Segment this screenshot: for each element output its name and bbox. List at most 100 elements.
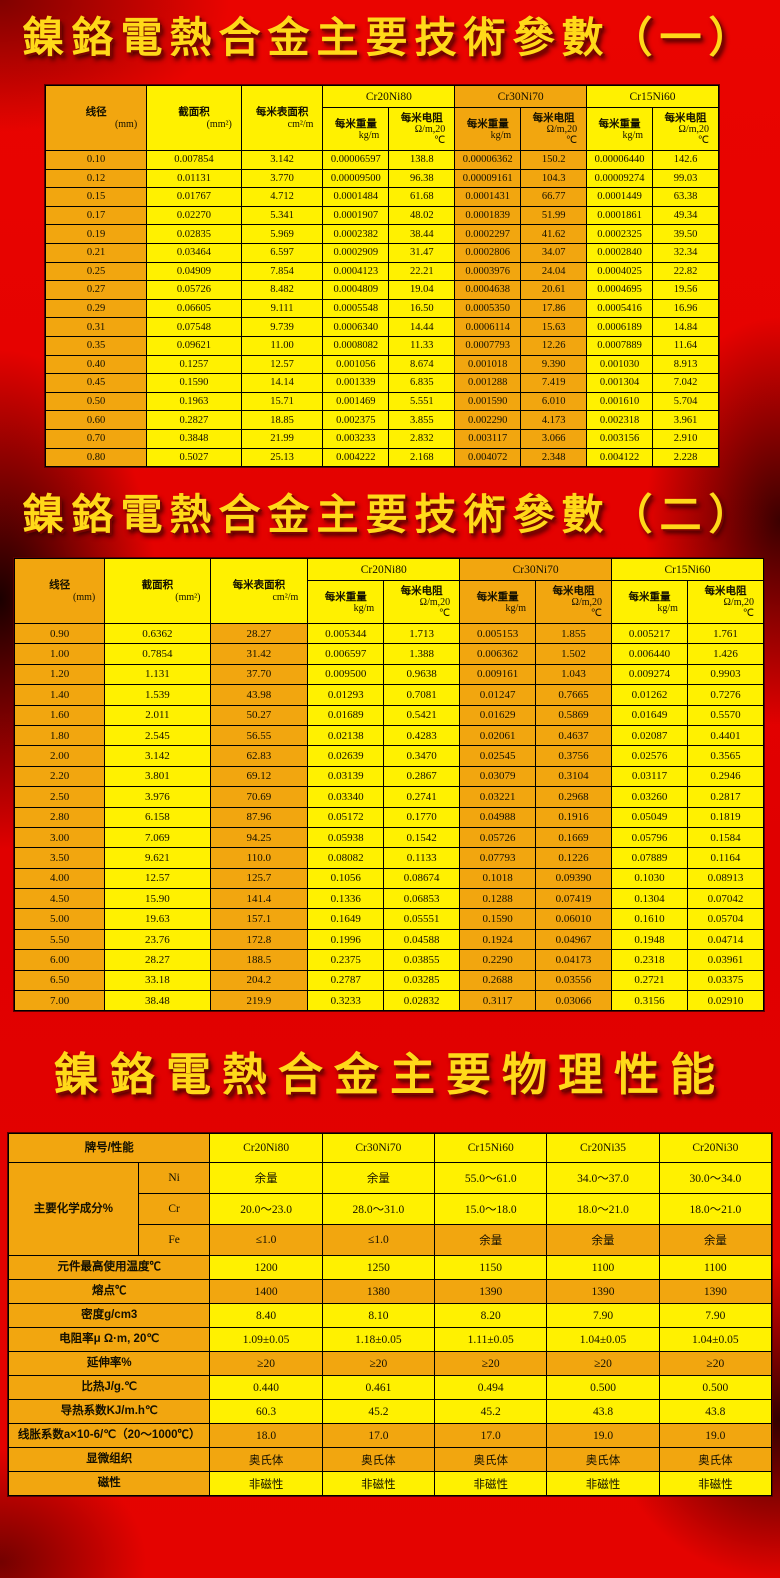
parameters-table-1-body: 0.10 0.007854 3.142 0.00006597 138.8 0.000063… (44, 150, 719, 468)
column-header-resistance-per-meter: 每米电阻 Ω/m,20 ℃ (535, 580, 613, 624)
table-row: 1.80 2.545 56.55 0.02138 0.4283 0.02061 0.4637… (13, 724, 765, 747)
table-cell: 0.7854 (104, 643, 211, 665)
table-cell: 138.8 (388, 150, 456, 170)
table-cell: 0.07793 (459, 847, 537, 869)
table-cell: 23.76 (104, 928, 211, 951)
table-row: 0.21 0.03464 6.597 0.0002909 31.47 0.0002806 3… (44, 242, 719, 263)
table-cell: 0.04588 (383, 928, 461, 951)
table-cell: 99.03 (652, 168, 719, 189)
table-cell: 0.15 (44, 187, 148, 207)
table-cell: 3.142 (104, 745, 211, 767)
table-cell: 9.390 (520, 354, 588, 375)
table-cell: 8.674 (388, 354, 456, 375)
table-cell: 0.461 (321, 1375, 436, 1400)
table-row: 0.50 0.1963 15.71 0.001469 5.551 0.001590 6.01… (44, 391, 719, 412)
table-cell: 3.961 (652, 410, 719, 430)
table-cell: 172.8 (209, 928, 309, 951)
table-cell: 1.20 (13, 663, 106, 686)
table-cell: 43.98 (209, 684, 309, 706)
table-cell: 0.00006597 (322, 150, 390, 170)
column-header-weight-per-meter: 每米重量 kg/m (611, 580, 688, 624)
table-cell: 0.03464 (146, 242, 242, 263)
table-cell: 7.90 (658, 1303, 773, 1328)
table-cell: ≥20 (434, 1351, 548, 1376)
table-cell: 8.10 (321, 1303, 436, 1328)
table-cell: 0.1963 (146, 391, 242, 412)
table-cell: 0.03221 (459, 786, 537, 808)
table-cell: 4.173 (520, 410, 588, 430)
table-cell: 0.19 (44, 224, 148, 244)
table-cell: 非磁性 (546, 1471, 660, 1496)
table-cell: 6.835 (388, 373, 456, 393)
table-cell: 39.50 (652, 224, 719, 244)
table-cell: 0.02835 (146, 224, 242, 244)
table-cell: 1.18±0.05 (321, 1327, 436, 1352)
table-cell: 31.47 (388, 242, 456, 263)
column-header-resistance-per-meter: 每米电阻 Ω/m,20 ℃ (520, 107, 588, 151)
table-cell: 0.005217 (611, 622, 688, 645)
table-cell: 0.2946 (686, 765, 765, 788)
table-cell: 0.1304 (611, 888, 688, 910)
table-cell: 0.009500 (307, 663, 385, 686)
table-row: 0.25 0.04909 7.854 0.0004123 22.21 0.0003976 2… (44, 261, 719, 282)
table-cell: 61.68 (388, 187, 456, 207)
table-row: 6.50 33.18 204.2 0.2787 0.03285 0.2688 0.03556… (13, 969, 765, 992)
table-cell: 0.40 (44, 354, 148, 375)
table-cell: 0.04909 (146, 261, 242, 282)
table-cell: 0.2968 (535, 786, 613, 808)
table-cell: 0.001018 (454, 354, 522, 375)
table-cell: 非磁性 (209, 1471, 323, 1496)
table-cell: 1.11±0.05 (434, 1327, 548, 1352)
property-label: 熔点℃ (7, 1279, 211, 1304)
parameters-table-2-header: 线径 (mm) 截面积 (mm²) 每米表面积 cm²/m Cr20Ni80 C… (13, 558, 765, 624)
table-cell: 0.06605 (146, 298, 242, 319)
table-cell: 0.1542 (383, 826, 461, 849)
table-cell: 1.426 (686, 643, 765, 665)
table-cell: 0.01689 (307, 704, 385, 726)
table-cell: 0.002375 (322, 410, 390, 430)
table-cell: 0.07889 (611, 847, 688, 869)
table-cell: 31.42 (209, 643, 309, 665)
alloy-group-Cr20Ni80: Cr20Ni80 (307, 558, 461, 581)
table-row: Cr 20.0～23.0 28.0～31.0 15.0～18.0 18.0～21.0 18… (9, 1193, 773, 1225)
table-cell: 0.3156 (611, 990, 688, 1012)
table-row: 比热J/g.℃ 0.440 0.461 0.494 0.500 0.500 (7, 1375, 773, 1400)
table-cell: 0.00006362 (454, 150, 522, 170)
column-header-resistance-per-meter: 每米电阻 Ω/m,20 ℃ (652, 107, 719, 151)
table-cell: 37.70 (209, 663, 309, 686)
table-cell: 125.7 (209, 867, 309, 890)
table-cell: 0.0001449 (586, 187, 654, 207)
table-cell: 0.2867 (383, 765, 461, 788)
table-cell: 0.5570 (686, 704, 765, 726)
table-row: 1.40 1.539 43.98 0.01293 0.7081 0.01247 0.7665… (13, 684, 765, 706)
table-cell: 0.80 (44, 447, 148, 468)
table-row: 密度g/cm3 8.40 8.10 8.20 7.90 7.90 (7, 1303, 773, 1328)
alloy-group-Cr30Ni70: Cr30Ni70 (459, 558, 613, 581)
property-label: 显微组织 (7, 1447, 211, 1472)
property-label: 磁性 (7, 1471, 211, 1496)
table-cell: 63.38 (652, 187, 719, 207)
table-cell: 0.01247 (459, 684, 537, 706)
table-cell: 0.500 (658, 1375, 773, 1400)
table-cell: 0.01629 (459, 704, 537, 726)
section-title-physical: 鎳鉻電熱合金主要物理性能 (53, 1048, 726, 1101)
table-cell: 0.03340 (307, 786, 385, 808)
table-cell: 0.03961 (686, 949, 765, 971)
table-cell: 0.1056 (307, 867, 385, 890)
table-cell: 8.40 (209, 1303, 323, 1328)
table-cell: 3.50 (13, 847, 106, 869)
table-cell: 4.50 (13, 888, 106, 910)
table-cell: 0.009274 (611, 663, 688, 686)
table-cell: 2.910 (652, 428, 719, 449)
table-cell: 0.1996 (307, 928, 385, 951)
table-row: 0.17 0.02270 5.341 0.0001907 48.02 0.0001839 5… (44, 205, 719, 226)
table-cell: 34.0～37.0 (546, 1162, 660, 1194)
table-cell: 7.042 (652, 373, 719, 393)
table-cell: 1200 (209, 1255, 323, 1280)
table-row: 0.80 0.5027 25.13 0.004222 2.168 0.004072 2.34… (44, 447, 719, 468)
table-cell: 0.00009274 (586, 168, 654, 189)
table-cell: 8.482 (240, 280, 324, 300)
table-row: 0.29 0.06605 9.111 0.0005548 16.50 0.0005350 1… (44, 298, 719, 319)
table-cell: 0.04714 (686, 928, 765, 951)
table-cell: 1.388 (383, 643, 461, 665)
